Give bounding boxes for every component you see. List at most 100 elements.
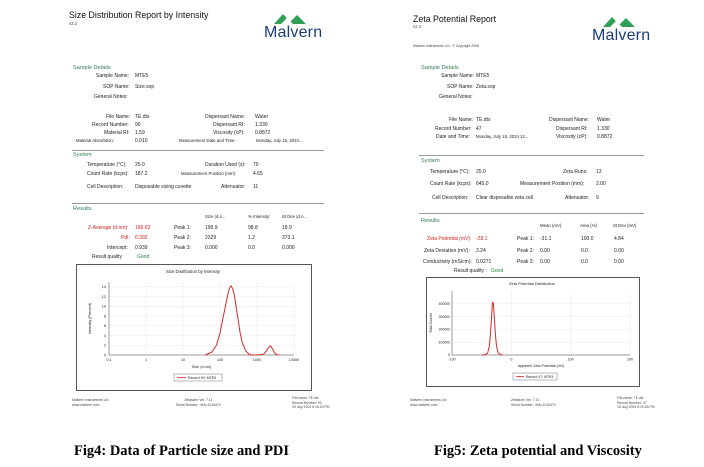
result-quality-label: Result quality : bbox=[454, 268, 487, 274]
peak1-label: Peak 1: bbox=[174, 225, 191, 231]
count-rate-label: Count Rate (kcps): bbox=[430, 181, 472, 187]
viscosity-label: Viscosity (cP): bbox=[556, 134, 588, 140]
x-tick-label: 100 bbox=[217, 358, 223, 362]
material-absorbtion-label: Material Absorbtion: bbox=[76, 138, 114, 143]
sample-name-label: Sample Name: bbox=[96, 73, 130, 79]
peak2-mean: 0.00 bbox=[540, 248, 550, 254]
footer-left: Malvern Instruments Ltd www.malvern.com bbox=[72, 398, 109, 407]
y-tick-label: 2 bbox=[104, 344, 106, 348]
x-tick-label: 0 bbox=[510, 358, 512, 362]
result-quality-label: Result quality bbox=[92, 254, 123, 260]
divider bbox=[72, 150, 324, 151]
chart-x-axis-label: Apparent Zeta Potential (mV) bbox=[518, 364, 565, 368]
peak2-stdev: 373.1 bbox=[282, 235, 295, 241]
viscosity-value: 0.8872 bbox=[597, 134, 613, 140]
footer-right: File name: TE.dts Record Number: 47 15 Jul… bbox=[617, 396, 655, 410]
chart-title: Zeta Potential Distribution bbox=[509, 281, 555, 286]
zeta-potential-label: Zeta Potential (mV): bbox=[427, 236, 472, 242]
record-number-label: Record Number: bbox=[92, 122, 129, 128]
chart-y-axis-label: Total Counts bbox=[429, 313, 433, 333]
pdi-label: PdI: bbox=[121, 235, 130, 241]
record-number-label: Record Number: bbox=[435, 126, 472, 132]
peak1-label: Peak 1: bbox=[517, 236, 534, 242]
z-average-label: Z-Average (d.nm): bbox=[88, 225, 129, 231]
malvern-logo-text: Malvern bbox=[592, 27, 651, 44]
chart-x-axis-label: Size (d.nm) bbox=[192, 365, 212, 369]
attenuator-value: 9 bbox=[596, 195, 599, 201]
attenuator-value: 11 bbox=[253, 184, 259, 190]
chart-gridlines bbox=[108, 282, 295, 356]
duration-label: Duration Used (s): bbox=[205, 162, 246, 168]
duration-value: 70 bbox=[253, 162, 259, 168]
chart-axes bbox=[451, 291, 630, 356]
footer-left: Malvern Instruments Ltd www.malvern.com bbox=[410, 398, 447, 407]
sop-name-value: Size.sop bbox=[135, 84, 155, 90]
y-tick-label: 400000 bbox=[439, 302, 450, 306]
size-report-version: v2.2 bbox=[69, 21, 77, 26]
viscosity-label: Viscosity (cP): bbox=[213, 130, 245, 136]
malvern-logo-text: Malvern bbox=[264, 24, 323, 41]
count-rate-value: 187.2 bbox=[135, 171, 148, 177]
zeta-potential-value: -28.1 bbox=[476, 236, 488, 242]
y-tick-label: 10 bbox=[102, 305, 106, 309]
zeta-runs-label: Zeta Runs: bbox=[563, 169, 588, 175]
zeta-deviation-label: Zeta Deviation (mV): bbox=[424, 248, 470, 254]
intercept-label: Intercept: bbox=[107, 245, 128, 251]
zeta-distribution-chart: Zeta Potential Distribution -100 0 100 2000… bbox=[429, 281, 633, 381]
y-tick-label: 0 bbox=[104, 353, 106, 357]
sop-name-label: SOP Name: bbox=[103, 84, 130, 90]
file-name-label: File Name: bbox=[106, 114, 131, 120]
x-tick-label: 0.1 bbox=[106, 358, 111, 362]
measurement-date-value: Monday, July 15, 2024... bbox=[256, 138, 303, 143]
results-header-stdev: St Dev (mV) bbox=[613, 223, 637, 228]
count-rate-value: 645.0 bbox=[476, 181, 489, 187]
y-tick-label: 12 bbox=[102, 295, 106, 299]
peak3-label: Peak 3: bbox=[517, 259, 534, 265]
peak1-intensity: 98.8 bbox=[248, 225, 258, 231]
caption-fig4: Fig4: Data of Particle size and PDI bbox=[74, 443, 290, 459]
peak3-area: 0.0 bbox=[581, 259, 588, 265]
cell-description-value: Disposable sizing cuvette bbox=[135, 184, 192, 190]
sample-name-value: MTE5 bbox=[135, 73, 149, 79]
zeta-report-version: v2.3 bbox=[413, 24, 421, 29]
y-tick-label: 6 bbox=[104, 324, 106, 328]
z-average-value: 166.63 bbox=[135, 225, 151, 231]
material-absorbtion-value: 0.010 bbox=[135, 138, 148, 144]
general-notes-label: General Notes: bbox=[439, 94, 473, 100]
chart-gridlines bbox=[451, 291, 631, 356]
size-report-title: Size Distribution Report by Intensity bbox=[69, 10, 209, 20]
peak1-mean: -31.1 bbox=[540, 236, 552, 242]
sop-name-label: SOP Name: bbox=[447, 84, 474, 90]
results-header-mean: Mean (mV) bbox=[540, 223, 562, 228]
intercept-value: 0.939 bbox=[135, 245, 148, 251]
y-tick-label: 100000 bbox=[439, 340, 450, 344]
temperature-value: 25.0 bbox=[476, 169, 486, 175]
temperature-label: Temperature (°C): bbox=[430, 169, 470, 175]
material-ri-value: 1.59 bbox=[135, 130, 145, 136]
size-distribution-chart: Size Distribution by Intensity 0.1 1 10 100… bbox=[88, 269, 299, 382]
peak1-stdev: 4.84 bbox=[614, 236, 624, 242]
divider bbox=[419, 155, 644, 156]
y-tick-label: 200000 bbox=[439, 328, 450, 332]
divider bbox=[419, 213, 644, 214]
date-time-label: Date and Time: bbox=[436, 134, 470, 140]
chart-legend-box bbox=[173, 373, 223, 382]
zeta-report-title: Zeta Potential Report bbox=[413, 14, 497, 24]
cell-description-value: Clear disposable zeta cell bbox=[476, 195, 533, 201]
dispersant-ri-label: Dispersant RI: bbox=[556, 126, 588, 132]
results-header-area: Area (%) bbox=[580, 223, 597, 228]
results-heading: Results bbox=[73, 206, 92, 212]
conductivity-label: Conductivity (mS/cm): bbox=[423, 259, 472, 265]
sample-name-label: Sample Name: bbox=[441, 73, 475, 79]
size-series-line bbox=[205, 284, 280, 356]
chart-title: Size Distribution by Intensity bbox=[166, 269, 221, 274]
dispersant-name-label: Dispersant Name: bbox=[205, 114, 246, 120]
peak3-stdev: 0.00 bbox=[614, 259, 624, 265]
peak2-size: 2329 bbox=[205, 235, 217, 241]
system-heading: System bbox=[421, 158, 440, 164]
x-tick-label: 200 bbox=[627, 358, 633, 362]
measurement-position-label: Measurement Position (mm): bbox=[520, 181, 585, 187]
zeta-series-line bbox=[481, 301, 504, 356]
divider bbox=[72, 203, 324, 204]
chart-legend-label: Record 90: MTE5 bbox=[188, 376, 216, 380]
